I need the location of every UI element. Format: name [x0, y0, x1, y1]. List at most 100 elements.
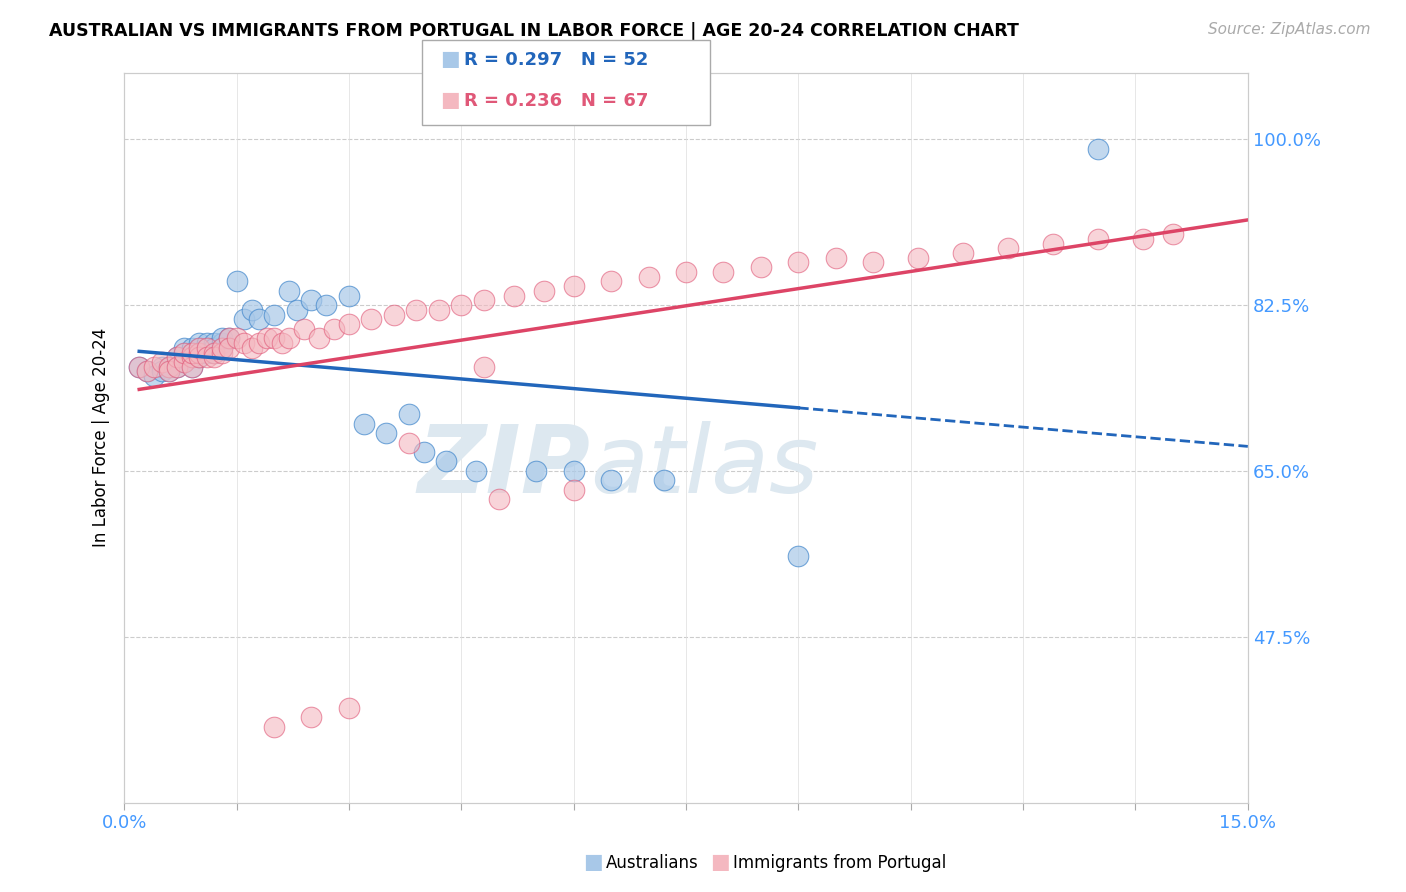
Point [398, 407, 420, 421]
Point [562, 464, 585, 478]
Point [1042, 236, 1064, 251]
Point [278, 284, 301, 298]
Point [382, 308, 405, 322]
Point [143, 359, 166, 374]
Point [157, 359, 180, 374]
Point [675, 265, 697, 279]
Text: ZIP: ZIP [418, 421, 591, 513]
Point [488, 492, 510, 507]
Point [188, 345, 211, 359]
Point [524, 464, 547, 478]
Point [202, 350, 225, 364]
Point [143, 369, 166, 384]
Point [211, 336, 233, 351]
Point [218, 331, 240, 345]
Point [173, 345, 195, 359]
Point [465, 464, 488, 478]
Point [202, 341, 225, 355]
Point [211, 341, 233, 355]
Point [188, 350, 211, 364]
Point [188, 341, 211, 355]
Point [173, 345, 195, 359]
Point [308, 331, 330, 345]
Point [233, 312, 256, 326]
Point [270, 336, 292, 351]
Point [240, 302, 263, 317]
Point [434, 454, 457, 468]
Point [180, 341, 202, 355]
Text: Immigrants from Portugal: Immigrants from Portugal [733, 855, 946, 872]
Point [749, 260, 772, 275]
Point [195, 345, 218, 359]
Point [180, 350, 202, 364]
Point [166, 359, 188, 374]
Point [218, 341, 240, 355]
Point [150, 355, 173, 369]
Point [195, 336, 218, 351]
Point [1161, 227, 1184, 241]
Point [562, 483, 585, 497]
Point [997, 241, 1019, 255]
Point [427, 302, 450, 317]
Point [188, 341, 211, 355]
Point [180, 345, 202, 359]
Point [157, 364, 180, 378]
Point [128, 359, 150, 374]
Point [225, 331, 247, 345]
Point [150, 364, 173, 378]
Point [600, 474, 623, 488]
Point [263, 331, 285, 345]
Point [315, 298, 337, 312]
Text: R = 0.297   N = 52: R = 0.297 N = 52 [464, 51, 648, 69]
Point [135, 364, 157, 378]
Point [405, 302, 427, 317]
Point [337, 288, 360, 302]
Point [398, 435, 420, 450]
Point [166, 350, 188, 364]
Point [157, 364, 180, 378]
Point [211, 331, 233, 345]
Point [225, 275, 247, 289]
Point [188, 345, 211, 359]
Point [263, 308, 285, 322]
Point [180, 350, 202, 364]
Point [247, 336, 270, 351]
Point [1087, 232, 1109, 246]
Text: Source: ZipAtlas.com: Source: ZipAtlas.com [1208, 22, 1371, 37]
Y-axis label: In Labor Force | Age 20-24: In Labor Force | Age 20-24 [93, 328, 110, 548]
Point [195, 350, 218, 364]
Point [263, 720, 285, 734]
Text: ■: ■ [440, 90, 460, 110]
Point [1087, 142, 1109, 156]
Point [247, 312, 270, 326]
Text: R = 0.236   N = 67: R = 0.236 N = 67 [464, 92, 648, 110]
Point [600, 275, 623, 289]
Point [166, 350, 188, 364]
Point [188, 350, 211, 364]
Point [824, 251, 846, 265]
Point [278, 331, 301, 345]
Point [787, 549, 810, 564]
Text: ■: ■ [583, 853, 603, 872]
Point [301, 710, 323, 724]
Point [787, 255, 810, 269]
Point [652, 474, 675, 488]
Point [195, 341, 218, 355]
Point [562, 279, 585, 293]
Point [292, 322, 315, 336]
Text: AUSTRALIAN VS IMMIGRANTS FROM PORTUGAL IN LABOR FORCE | AGE 20-24 CORRELATION CH: AUSTRALIAN VS IMMIGRANTS FROM PORTUGAL I… [49, 22, 1019, 40]
Point [240, 341, 263, 355]
Point [180, 345, 202, 359]
Point [173, 355, 195, 369]
Point [202, 336, 225, 351]
Point [128, 359, 150, 374]
Point [211, 341, 233, 355]
Point [256, 331, 278, 345]
Point [472, 359, 495, 374]
Point [502, 288, 524, 302]
Point [285, 302, 308, 317]
Point [360, 312, 382, 326]
Point [135, 364, 157, 378]
Point [533, 284, 555, 298]
Point [150, 359, 173, 374]
